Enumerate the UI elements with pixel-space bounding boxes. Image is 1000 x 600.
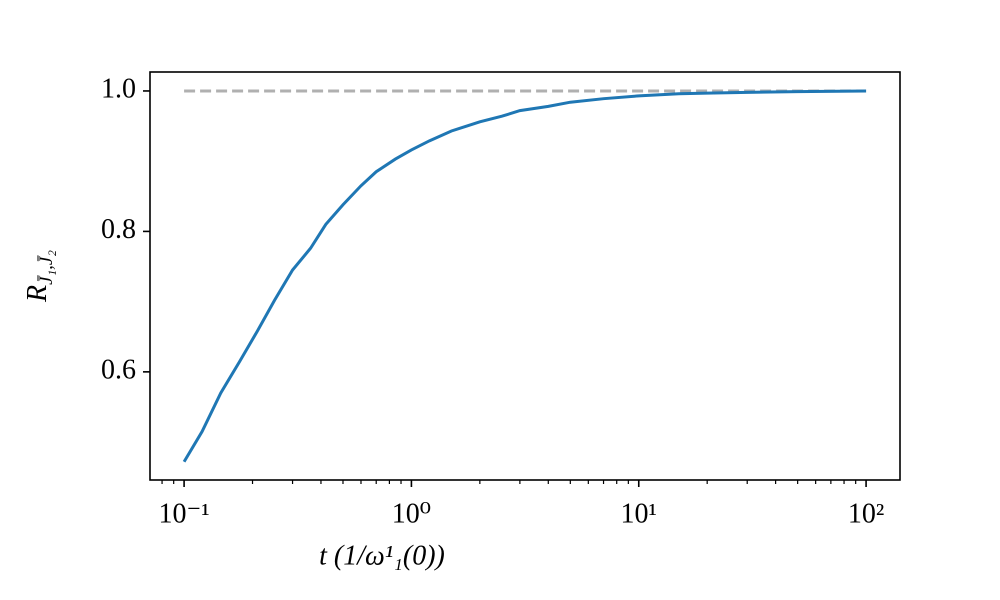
- x-tick-label: 10⁻¹: [158, 498, 209, 529]
- x-tick-label: 10¹: [621, 498, 657, 529]
- x-axis-label: t (1/ω¹₁(0)): [319, 540, 445, 571]
- y-tick-label: 0.8: [101, 214, 136, 245]
- y-axis-label: RJ̄₁,J̄₂: [22, 250, 57, 303]
- y-tick-label: 1.0: [101, 73, 136, 104]
- plot-frame: [149, 71, 901, 481]
- y-tick-label: 0.6: [101, 354, 136, 385]
- y-axis-label-sub: J̄₁,J̄₂: [36, 250, 57, 285]
- x-tick-label: 10⁰: [392, 498, 431, 529]
- y-axis-label-main: R: [22, 285, 53, 303]
- x-tick-label: 10²: [848, 498, 884, 529]
- data-line: [182, 89, 867, 463]
